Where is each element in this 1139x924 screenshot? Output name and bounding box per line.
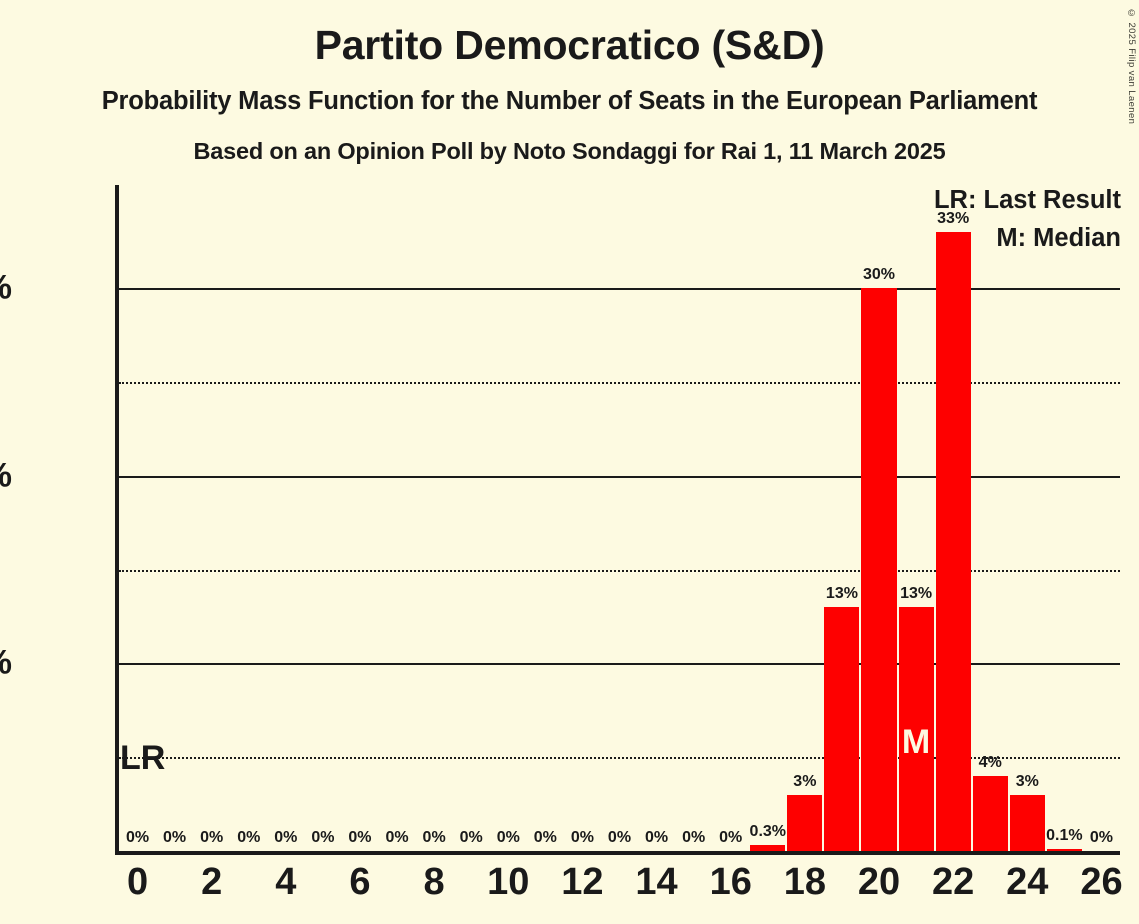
bar-value-label: 0%: [311, 829, 335, 846]
bar-value-label: 0.3%: [749, 823, 787, 841]
x-axis-tick-label: 10: [487, 861, 530, 903]
bar-value-label: 0%: [682, 829, 706, 846]
bar-slot[interactable]: 0.1%: [1046, 185, 1083, 851]
bar-slot[interactable]: 33%: [935, 185, 972, 851]
copyright-notice: © 2025 Filip van Laenen: [1126, 8, 1137, 125]
bar-value-label: 13%: [825, 585, 858, 603]
y-axis-tick-label: 10%: [0, 644, 12, 683]
y-axis-line: [115, 185, 119, 851]
bar-value-label: 0%: [719, 829, 743, 846]
bar-value-label: 30%: [862, 266, 896, 284]
bar-value-label: 13%: [900, 585, 933, 603]
bar[interactable]: [824, 607, 860, 851]
gridline-minor: [119, 569, 1120, 572]
bar-value-label: 0%: [348, 829, 372, 846]
bar[interactable]: [898, 607, 934, 851]
bar-slot[interactable]: 0%: [416, 185, 453, 851]
bar-value-label: 0%: [200, 829, 224, 846]
x-axis-tick-label: 8: [423, 861, 445, 903]
y-axis-tick-label: 20%: [0, 456, 12, 495]
bar[interactable]: [1009, 794, 1045, 851]
bar-slot[interactable]: 4%: [972, 185, 1009, 851]
gridline-major: [119, 288, 1120, 291]
bar-value-label: 0.1%: [1046, 827, 1083, 845]
bar-slot[interactable]: 0%: [379, 185, 416, 851]
bar-value-label: 0%: [1089, 829, 1114, 846]
bar-slot[interactable]: 0%: [341, 185, 378, 851]
median-marker: M: [901, 723, 931, 761]
bar[interactable]: [750, 845, 786, 851]
x-axis-tick-label: 0: [126, 861, 149, 903]
x-axis-tick-label: 6: [349, 861, 371, 903]
bar-value-label: 3%: [1015, 772, 1039, 790]
x-axis-tick-label: 4: [275, 861, 297, 903]
bar-slot[interactable]: 3%: [1009, 185, 1046, 851]
bar-slot[interactable]: 0%: [712, 185, 749, 851]
bar-value-label: 0%: [422, 829, 446, 846]
bar-slot[interactable]: 0%: [230, 185, 267, 851]
bar-value-label: 0%: [237, 829, 261, 846]
bar[interactable]: [787, 794, 823, 851]
bar-value-label: 0%: [459, 829, 483, 846]
bar-slot[interactable]: 0%: [527, 185, 564, 851]
gridline-minor: [119, 757, 1120, 760]
bar-slot[interactable]: 0%: [304, 185, 341, 851]
bar-slot[interactable]: 0%: [490, 185, 527, 851]
x-axis-tick-label: 16: [709, 861, 752, 903]
bar-slot[interactable]: 0%: [453, 185, 490, 851]
x-axis-tick-label: 18: [783, 861, 826, 903]
plot-area: 0% LR 0% 0% 0% 0% 0% 0% 0% 0% 0% 0% 0% 0% 0% 0% 0% 0% 0.3%…: [115, 185, 1120, 855]
x-axis-tick-label: 26: [1080, 861, 1123, 903]
bar-slot[interactable]: 3%: [786, 185, 823, 851]
bar-value-label: 0%: [645, 829, 669, 846]
x-axis-tick-label: 22: [932, 861, 975, 903]
legend-median: M: Median: [996, 224, 1121, 252]
bar-slot[interactable]: 0%: [193, 185, 230, 851]
bar-value-label: 3%: [793, 772, 817, 790]
gridline-minor: [119, 381, 1120, 384]
legend-last-result: LR: Last Result: [933, 186, 1121, 214]
bar[interactable]: [972, 775, 1008, 851]
gridline-major: [119, 475, 1120, 478]
bar-value-label: 0%: [125, 829, 150, 846]
x-axis-tick-label: 12: [561, 861, 604, 903]
bar[interactable]: [1046, 849, 1082, 851]
bar-slot[interactable]: 0%: [638, 185, 675, 851]
bar-slot[interactable]: 0%: [675, 185, 712, 851]
bar-value-label: 0%: [385, 829, 409, 846]
x-axis-tick-label: 2: [201, 861, 223, 903]
bar[interactable]: [935, 231, 971, 851]
bar-value-label: 0%: [496, 829, 520, 846]
bar-value-label: 0%: [163, 829, 187, 846]
x-axis-line: [115, 851, 1120, 855]
x-axis-tick-label: 24: [1006, 861, 1049, 903]
y-axis-tick-label: 30%: [0, 269, 12, 308]
bar-slot[interactable]: 13% M: [898, 185, 935, 851]
bar-slot[interactable]: 0.3%: [749, 185, 786, 851]
bar[interactable]: [861, 288, 897, 851]
bar-value-label: 0%: [570, 829, 594, 846]
x-axis-tick-label: 14: [635, 861, 678, 903]
chart-source-note: Based on an Opinion Poll by Noto Sondagg…: [193, 138, 946, 164]
bar-slot[interactable]: 0%: [564, 185, 601, 851]
bar-value-label: 33%: [937, 209, 970, 227]
bar-slot[interactable]: 0%: [267, 185, 304, 851]
chart-subtitle: Probability Mass Function for the Number…: [101, 87, 1038, 115]
bar-slot[interactable]: 0%: [156, 185, 193, 851]
last-result-marker: LR: [120, 739, 166, 777]
bar-slot[interactable]: 0%: [601, 185, 638, 851]
bar-value-label: 0%: [607, 829, 632, 846]
bar-value-label: 4%: [978, 753, 1002, 771]
x-axis-tick-label: 20: [857, 861, 901, 903]
page-title: Partito Democratico (S&D): [314, 22, 825, 68]
bar-value-label: 0%: [533, 829, 557, 846]
bar-slot[interactable]: 30%: [860, 185, 897, 851]
gridline-major: [119, 663, 1120, 666]
bar-slot[interactable]: 0%: [1083, 185, 1120, 851]
bar-value-label: 0%: [274, 829, 298, 846]
bar-slot[interactable]: 13%: [823, 185, 860, 851]
bar-slot[interactable]: 0% LR: [119, 185, 165, 851]
